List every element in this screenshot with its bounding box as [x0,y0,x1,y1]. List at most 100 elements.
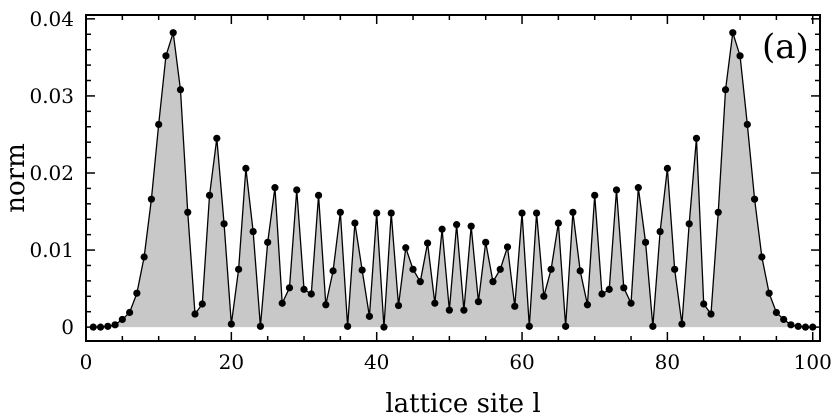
y-tick-label: 0.02 [29,161,74,185]
data-point [678,320,686,328]
data-point [482,238,490,246]
data-point [380,323,388,331]
data-point [104,322,112,330]
data-point [387,209,395,217]
data-point [242,164,250,172]
data-point [569,208,577,216]
data-point [300,285,308,293]
data-point [583,301,592,309]
data-point [489,278,497,286]
data-point [743,120,751,129]
data-point [293,186,301,194]
panel-label: (a) [762,27,809,67]
data-point [700,300,708,308]
series-line [93,32,813,328]
data-point [518,209,526,217]
data-point [220,220,228,228]
data-point [598,290,606,298]
data-point [496,265,504,273]
data-point [184,208,192,216]
data-point [620,284,628,292]
data-point [256,322,265,330]
x-tick-label: 80 [655,350,680,374]
data-point [198,300,206,308]
data-point [460,306,468,314]
data-point [787,321,795,329]
data-point [612,186,621,194]
x-tick-label: 40 [364,350,389,374]
data-point [358,266,366,274]
data-point [467,222,475,230]
data-point [169,29,177,37]
data-point [562,322,570,330]
data-point [663,164,671,172]
data-point [409,265,417,273]
data-point [692,134,701,142]
data-point [140,253,148,261]
data-point [322,301,330,309]
data-point [314,191,323,199]
x-axis-label: lattice site l [385,389,540,417]
plot-area [89,29,817,331]
data-point [264,238,272,246]
data-point [721,86,730,94]
data-point [772,308,780,317]
area-fill [93,32,813,328]
data-point [641,238,650,246]
x-tick-label: 100 [794,350,832,374]
data-point [126,308,134,317]
data-point [634,184,642,192]
data-point [765,289,773,297]
data-point [438,225,446,233]
data-point [532,209,541,217]
data-point [707,310,715,318]
data-point [547,265,555,273]
data-point [249,227,257,236]
data-point [525,322,533,330]
data-point [235,265,243,273]
data-point [649,322,657,330]
x-tick-label: 20 [219,350,244,374]
data-point [191,310,199,318]
data-point [271,184,279,192]
data-point [285,284,294,292]
axes: 0 20 40 60 80 100 0 0.01 0.02 0.03 0.04 [29,7,831,374]
data-point [511,302,519,310]
data-point [176,86,185,94]
data-point [162,52,170,60]
data-point [714,208,722,216]
data-point [394,301,403,310]
data-point [736,52,744,60]
data-point [431,299,439,307]
data-point [111,321,119,329]
data-point [576,267,584,275]
data-point [801,323,810,331]
data-point [402,244,410,252]
x-tick-label: 60 [509,350,534,374]
data-point [503,243,512,251]
x-tick-label: 0 [80,350,93,374]
data-point [540,292,548,300]
data-point [118,315,126,324]
y-tick-label: 0 [61,315,74,339]
data-point [474,298,483,306]
data-point [147,195,156,203]
data-point [729,29,737,37]
data-point [554,219,562,227]
data-point [750,195,759,203]
y-tick-label: 0.01 [29,238,74,262]
data-point [365,312,374,320]
axes-frame [85,14,821,342]
data-point [373,209,381,217]
data-point [96,323,105,331]
data-point [685,220,693,228]
y-axis-label: norm [1,143,31,212]
data-point [794,322,802,330]
data-point [605,285,613,293]
data-point [227,320,235,328]
data-point [780,315,788,324]
data-point [329,267,337,275]
data-point [344,322,352,330]
data-point [758,253,766,261]
